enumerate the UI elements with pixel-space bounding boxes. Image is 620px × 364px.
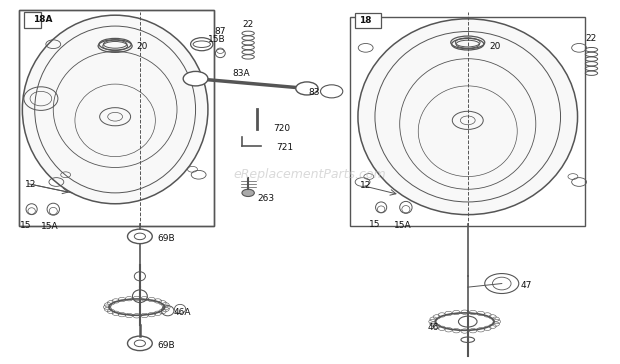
Bar: [19, 10, 214, 226]
Text: 47: 47: [520, 281, 532, 290]
Text: 46A: 46A: [174, 308, 192, 317]
Bar: [355, 13, 381, 28]
Text: 22: 22: [242, 20, 254, 29]
Ellipse shape: [22, 15, 208, 204]
Circle shape: [128, 229, 153, 244]
Circle shape: [190, 38, 213, 51]
Text: 15A: 15A: [394, 221, 412, 230]
Text: 18: 18: [360, 16, 372, 25]
Text: 69B: 69B: [157, 341, 175, 350]
Ellipse shape: [485, 274, 519, 293]
Text: eReplacementParts.com: eReplacementParts.com: [234, 168, 386, 181]
Text: 69B: 69B: [157, 234, 175, 243]
Bar: [350, 17, 585, 226]
Text: 15B: 15B: [208, 35, 226, 44]
Text: 15A: 15A: [42, 222, 59, 231]
Text: 87: 87: [214, 27, 226, 36]
Ellipse shape: [435, 313, 494, 330]
Text: 83: 83: [309, 88, 321, 96]
Circle shape: [242, 189, 254, 197]
Text: 12: 12: [360, 181, 371, 190]
Text: 12: 12: [25, 180, 37, 189]
Text: 22: 22: [586, 34, 597, 43]
Circle shape: [128, 336, 153, 351]
Text: 721: 721: [276, 143, 293, 152]
Text: 18A: 18A: [33, 15, 52, 24]
Bar: [19, 10, 214, 226]
Circle shape: [296, 82, 318, 95]
Text: 20: 20: [489, 41, 501, 51]
Circle shape: [321, 85, 343, 98]
Ellipse shape: [358, 19, 578, 215]
Text: 46: 46: [428, 323, 439, 332]
Text: 20: 20: [137, 41, 148, 51]
Ellipse shape: [109, 299, 165, 315]
Text: 83A: 83A: [232, 69, 250, 78]
Circle shape: [183, 71, 208, 86]
Text: 15: 15: [20, 221, 31, 230]
Text: 720: 720: [273, 124, 290, 133]
Text: 263: 263: [257, 194, 275, 203]
Text: 15: 15: [369, 220, 381, 229]
Bar: [24, 12, 41, 28]
